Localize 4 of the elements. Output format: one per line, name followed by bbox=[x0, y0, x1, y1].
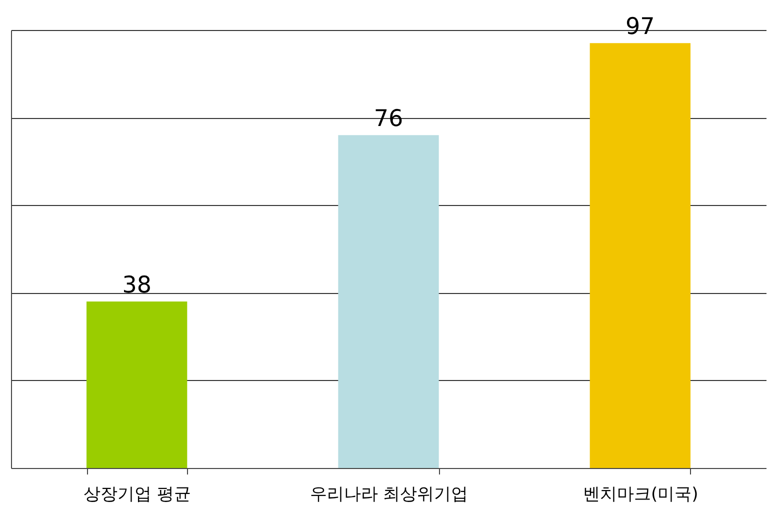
x-tick-label: 우리나라 최상위기업 bbox=[310, 484, 468, 504]
data-label: 38 bbox=[122, 272, 152, 299]
x-tick-label: 상장기업 평균 bbox=[84, 484, 192, 504]
x-tick-label: 벤치마크(미국) bbox=[583, 484, 698, 504]
